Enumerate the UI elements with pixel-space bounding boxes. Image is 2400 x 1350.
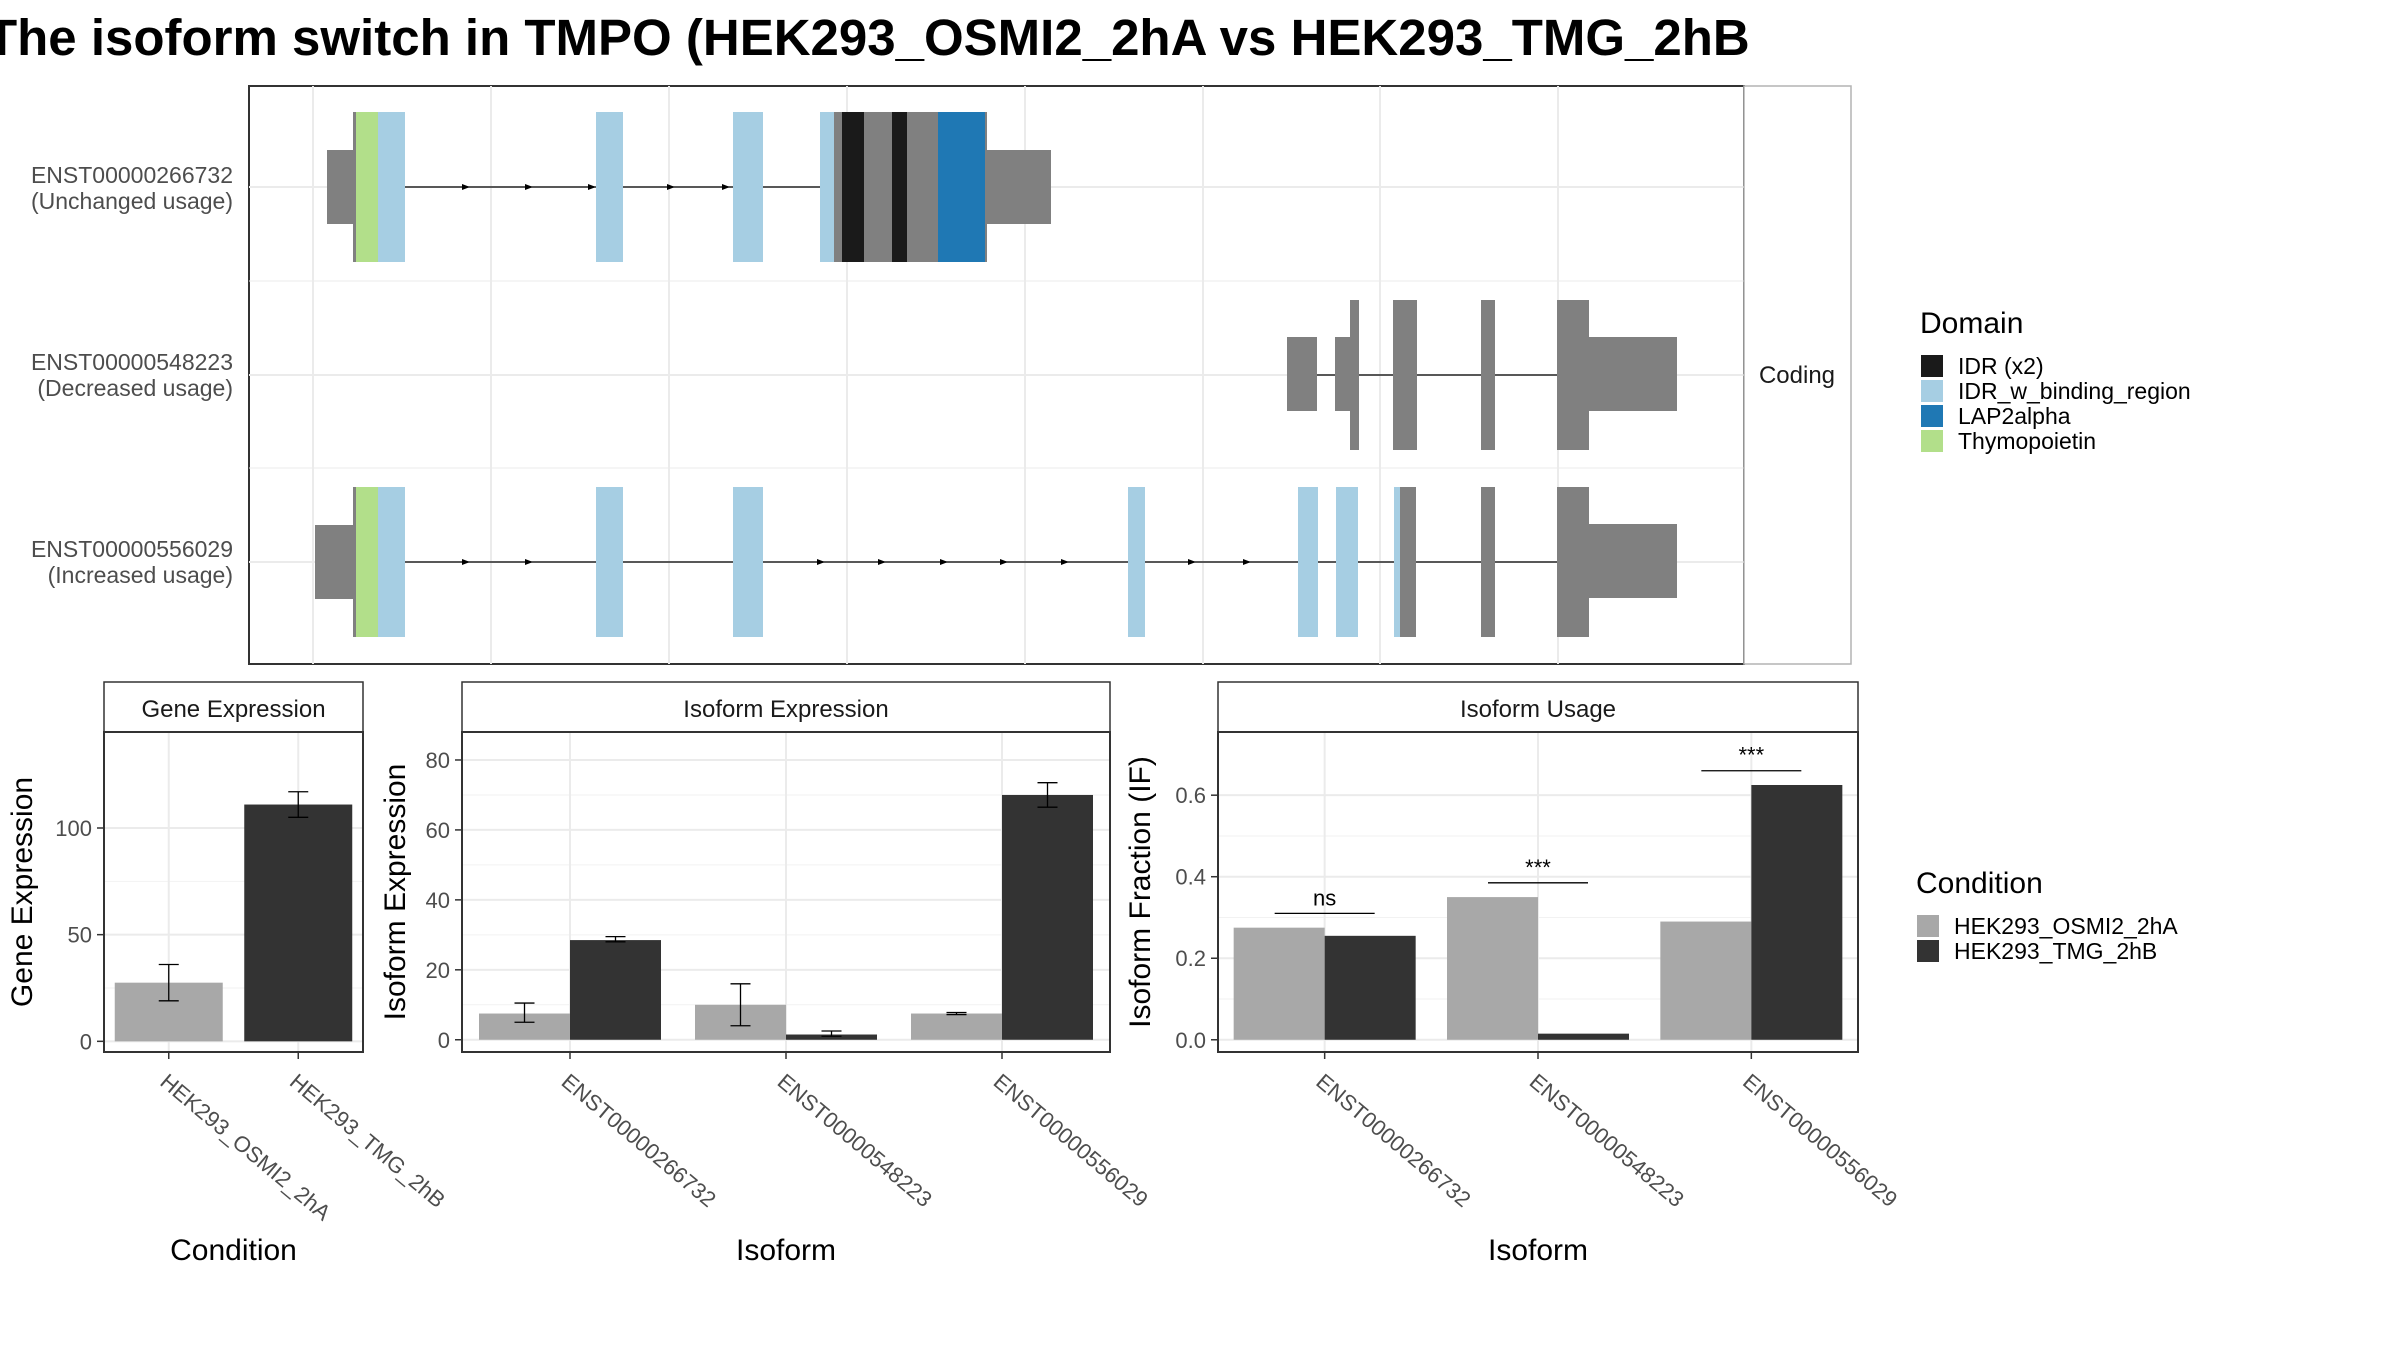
condition-legend-title: Condition <box>1916 867 2043 900</box>
x-axis-title: Isoform <box>1488 1234 1588 1267</box>
isoform-label-2-usage: (Decreased usage) <box>37 375 233 401</box>
y-tick-label: 0.0 <box>1175 1028 1206 1053</box>
legend-swatch-lap2alpha <box>1921 405 1943 427</box>
facet-strip-coding <box>1743 85 1852 665</box>
y-tick-label: 0 <box>438 1028 450 1053</box>
x-tick-label: ENST00000548223 <box>773 1069 937 1212</box>
y-tick-label: 60 <box>426 818 450 843</box>
x-tick-label: ENST00000556029 <box>1738 1069 1902 1212</box>
x-tick-label: ENST00000266732 <box>557 1069 721 1212</box>
transcript-panel: Coding ENST00000266732 (Unchanged usage)… <box>31 85 1852 665</box>
legend-swatch-idr <box>1921 355 1943 377</box>
x-tick-label: ENST00000556029 <box>989 1069 1153 1212</box>
significance-label: ns <box>1313 885 1336 910</box>
domain-legend-title: Domain <box>1920 307 2023 340</box>
bar <box>911 1013 1002 1040</box>
panel-strip-label: Isoform Expression <box>683 696 888 723</box>
y-axis-title: Isoform Fraction (IF) <box>1124 756 1157 1028</box>
x-axis-title: Condition <box>170 1234 297 1267</box>
bar <box>1324 935 1416 1040</box>
bar <box>1751 784 1843 1040</box>
y-axis-title: Isoform Expression <box>379 764 412 1021</box>
significance-label: *** <box>1525 855 1551 880</box>
panel-strip <box>103 681 364 733</box>
transcript-row-2 <box>1287 300 1677 450</box>
legend-swatch-condition-a <box>1917 915 1939 937</box>
bar <box>1660 921 1752 1040</box>
bar <box>1538 1033 1629 1040</box>
isoform-label-1-id: ENST00000266732 <box>31 162 233 188</box>
isoform-expression-panel: Isoform Expression 0 20 40 60 80 ENST000002667… <box>379 681 1153 1267</box>
legend-label-idr: IDR (x2) <box>1958 353 2044 379</box>
y-tick-label: 20 <box>426 958 450 983</box>
y-tick-label: 0.6 <box>1175 783 1206 808</box>
legend-label-condition-a: HEK293_OSMI2_2hA <box>1954 913 2178 939</box>
isoform-label-2-id: ENST00000548223 <box>31 349 233 375</box>
transcript-row-1 <box>327 112 1051 262</box>
bar <box>1002 794 1093 1040</box>
legend-label-lap2alpha: LAP2alpha <box>1958 403 2071 429</box>
bar <box>570 940 661 1040</box>
isoform-usage-panel: Isoform Usage ns *** *** 0.0 0.2 0.4 0.6 ENST000… <box>1124 681 1902 1267</box>
y-tick-label: 0 <box>80 1029 92 1054</box>
isoform-label-1-usage: (Unchanged usage) <box>31 188 233 214</box>
isoform-label-3-usage: (Increased usage) <box>48 562 233 588</box>
bar <box>1447 897 1538 1040</box>
plot-title: The isoform switch in TMPO (HEK293_OSMI2… <box>0 9 1750 66</box>
condition-legend: Condition HEK293_OSMI2_2hA HEK293_TMG_2h… <box>1916 867 2178 964</box>
domain-legend: Domain IDR (x2) IDR_w_binding_region LAP… <box>1920 307 2191 454</box>
y-tick-label: 0.4 <box>1175 865 1206 890</box>
isoform-label-3-id: ENST00000556029 <box>31 536 233 562</box>
legend-label-thymopoietin: Thymopoietin <box>1958 428 2096 454</box>
bar <box>786 1034 877 1040</box>
y-axis-title: Gene Expression <box>6 777 39 1007</box>
legend-swatch-idr-binding <box>1921 380 1943 402</box>
y-tick-label: 40 <box>426 888 450 913</box>
panel-strip <box>461 681 1111 733</box>
bar <box>1233 927 1325 1040</box>
x-tick-label: ENST00000266732 <box>1311 1069 1475 1212</box>
legend-label-condition-b: HEK293_TMG_2hB <box>1954 938 2157 964</box>
legend-swatch-thymopoietin <box>1921 430 1943 452</box>
significance-label: *** <box>1738 743 1764 768</box>
y-tick-label: 50 <box>68 923 92 948</box>
transcript-row-3 <box>315 487 1677 637</box>
legend-label-idr-binding: IDR_w_binding_region <box>1958 378 2191 404</box>
y-tick-label: 0.2 <box>1175 946 1206 971</box>
y-tick-label: 80 <box>426 748 450 773</box>
x-axis-title: Isoform <box>736 1234 836 1267</box>
y-tick-label: 100 <box>55 816 92 841</box>
legend-swatch-condition-b <box>1917 940 1939 962</box>
panel-strip <box>1217 681 1859 733</box>
panel-strip-label: Gene Expression <box>141 696 325 723</box>
panel-strip-label: Isoform Usage <box>1460 696 1616 723</box>
facet-label-coding: Coding <box>1759 362 1835 389</box>
x-tick-label: ENST00000548223 <box>1525 1069 1689 1212</box>
bar <box>244 804 353 1042</box>
panel-border <box>103 731 364 1053</box>
